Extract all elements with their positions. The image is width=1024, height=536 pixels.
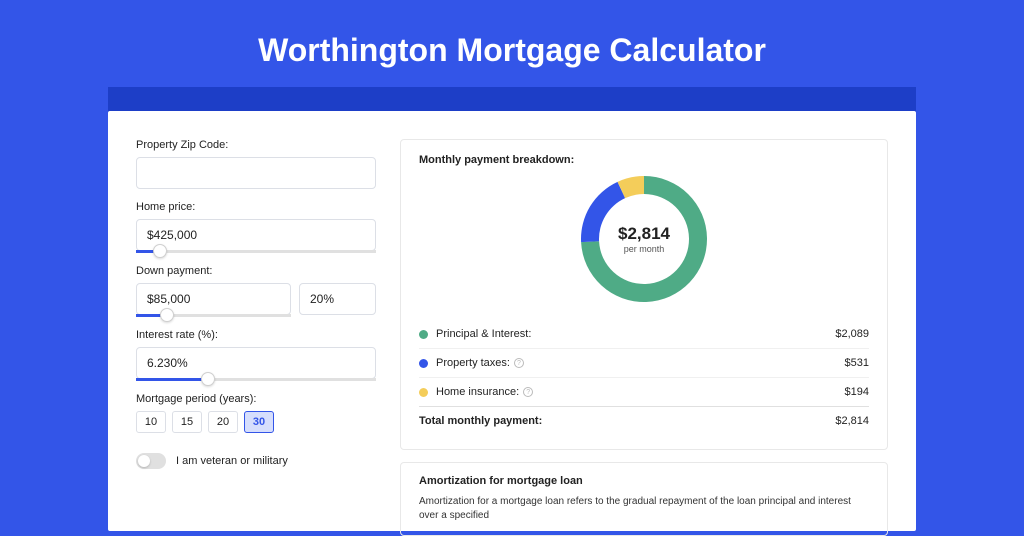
breakdown-title: Monthly payment breakdown:	[419, 154, 869, 166]
legend-label: Home insurance:?	[436, 386, 845, 398]
legend-value: $2,089	[835, 328, 869, 340]
breakdown-panel: Monthly payment breakdown: $2,814 per mo…	[400, 139, 888, 450]
amortization-text: Amortization for a mortgage loan refers …	[419, 495, 869, 523]
info-icon[interactable]: ?	[523, 387, 533, 397]
donut-chart: $2,814 per month	[581, 176, 707, 302]
legend-value: $194	[845, 386, 869, 398]
legend-label: Principal & Interest:	[436, 328, 835, 340]
toggle-knob	[138, 455, 150, 467]
donut-sub: per month	[618, 244, 670, 254]
legend-label: Property taxes:?	[436, 357, 845, 369]
down-payment-input[interactable]	[136, 283, 291, 315]
home-price-label: Home price:	[136, 201, 376, 213]
legend-total-label: Total monthly payment:	[419, 415, 835, 427]
interest-rate-input[interactable]	[136, 347, 376, 379]
home-price-input[interactable]	[136, 219, 376, 251]
amortization-title: Amortization for mortgage loan	[419, 475, 869, 487]
amortization-panel: Amortization for mortgage loan Amortizat…	[400, 462, 888, 536]
mortgage-period-group: 10 15 20 30	[136, 411, 376, 433]
page-title: Worthington Mortgage Calculator	[0, 32, 1024, 69]
legend-dot	[419, 359, 428, 368]
legend-row: Property taxes:?$531	[419, 348, 869, 377]
down-payment-pct-input[interactable]	[299, 283, 376, 315]
down-payment-label: Down payment:	[136, 265, 376, 277]
veteran-toggle[interactable]	[136, 453, 166, 469]
info-icon[interactable]: ?	[514, 358, 524, 368]
zip-label: Property Zip Code:	[136, 139, 376, 151]
down-payment-slider[interactable]	[136, 314, 291, 317]
legend-row: Home insurance:?$194	[419, 377, 869, 406]
period-btn-10[interactable]: 10	[136, 411, 166, 433]
donut-wrap: $2,814 per month	[419, 176, 869, 302]
legend-total-value: $2,814	[835, 415, 869, 427]
veteran-label: I am veteran or military	[176, 455, 288, 467]
donut-amount: $2,814	[618, 224, 670, 244]
legend-row: Principal & Interest:$2,089	[419, 320, 869, 348]
slider-thumb[interactable]	[153, 244, 167, 258]
calculator-panel: Property Zip Code: Home price: Down paym…	[108, 111, 916, 531]
slider-thumb[interactable]	[201, 372, 215, 386]
period-btn-20[interactable]: 20	[208, 411, 238, 433]
home-price-slider[interactable]	[136, 250, 376, 253]
legend-dot	[419, 388, 428, 397]
period-btn-15[interactable]: 15	[172, 411, 202, 433]
slider-thumb[interactable]	[160, 308, 174, 322]
legend-total-row: Total monthly payment:$2,814	[419, 406, 869, 435]
period-btn-30[interactable]: 30	[244, 411, 274, 433]
legend-dot	[419, 330, 428, 339]
legend: Principal & Interest:$2,089Property taxe…	[419, 320, 869, 435]
zip-input[interactable]	[136, 157, 376, 189]
veteran-row: I am veteran or military	[136, 453, 376, 469]
form-column: Property Zip Code: Home price: Down paym…	[136, 139, 376, 531]
interest-rate-slider[interactable]	[136, 378, 376, 381]
legend-value: $531	[845, 357, 869, 369]
page-root: Worthington Mortgage Calculator Property…	[0, 0, 1024, 512]
donut-center: $2,814 per month	[618, 224, 670, 254]
mortgage-period-label: Mortgage period (years):	[136, 393, 376, 405]
interest-rate-label: Interest rate (%):	[136, 329, 376, 341]
